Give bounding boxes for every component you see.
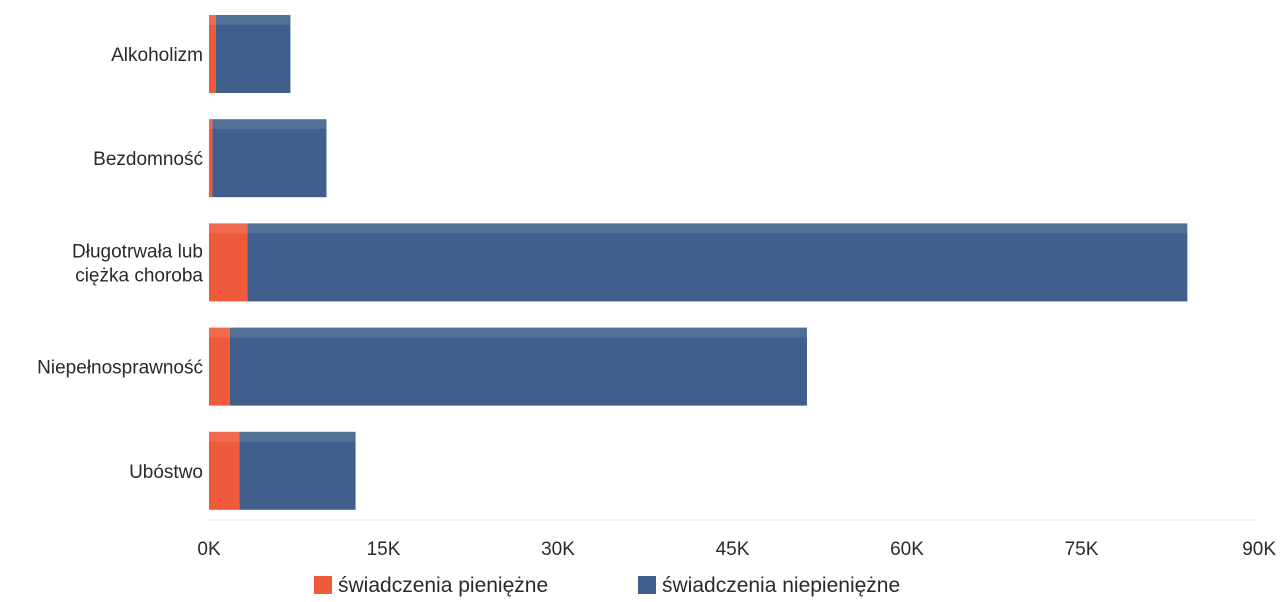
bar-niepieniezne-4 [239, 431, 356, 510]
x-tick-label: 45K [716, 539, 750, 560]
bar-pieniezne-2 [209, 223, 248, 302]
x-tick-label: 90K [1242, 539, 1276, 560]
legend-label-0: świadczenia pieniężne [338, 574, 548, 597]
category-label-line: Długotrwała lub [72, 241, 203, 262]
category-label-line: ciężka choroba [75, 265, 203, 286]
category-label-line: Bezdomność [93, 149, 203, 170]
legend: świadczenia pieniężne świadczenia niepien… [314, 574, 900, 597]
legend-swatch-1 [638, 576, 656, 594]
category-label-line: Ubóstwo [129, 462, 203, 483]
bar-highlight-3 [209, 327, 807, 338]
category-label: Niepełnosprawność [37, 358, 203, 379]
bar-highlight-4 [209, 431, 356, 442]
x-tick-label: 15K [367, 539, 401, 560]
legend-label-1: świadczenia niepieniężne [662, 574, 900, 597]
bar-niepieniezne-3 [229, 327, 807, 406]
bar-highlight-1 [209, 119, 327, 130]
category-label: Ubóstwo [129, 462, 203, 483]
category-label-line: Alkoholizm [111, 45, 203, 66]
bar-pieniezne-0 [209, 15, 216, 93]
category-label-line: Niepełnosprawność [37, 358, 203, 379]
bar-pieniezne-4 [209, 431, 240, 510]
x-tick-label: 0K [197, 539, 221, 560]
bar-niepieniezne-0 [215, 15, 291, 93]
category-label: Alkoholizm [111, 45, 203, 66]
x-axis-ticks: 0K 15K 30K 45K 60K 75K 90K [197, 539, 1276, 560]
bar-highlight-0 [209, 15, 291, 25]
bar-highlight-2 [209, 223, 1188, 234]
category-label: Bezdomność [93, 149, 203, 170]
x-tick-label: 75K [1065, 539, 1099, 560]
legend-swatch-0 [314, 576, 332, 594]
bar-niepieniezne-2 [247, 223, 1188, 302]
x-tick-label: 30K [541, 539, 575, 560]
category-labels: Alkoholizm Bezdomność Długotrwała lub ciężk… [37, 45, 203, 483]
bar-niepieniezne-1 [212, 119, 327, 198]
bar-pieniezne-3 [209, 327, 230, 406]
x-tick-label: 60K [890, 539, 924, 560]
category-label: Długotrwała lub ciężka choroba [72, 241, 203, 286]
bars-group [209, 15, 1188, 510]
bar-pieniezne-1 [209, 119, 213, 198]
